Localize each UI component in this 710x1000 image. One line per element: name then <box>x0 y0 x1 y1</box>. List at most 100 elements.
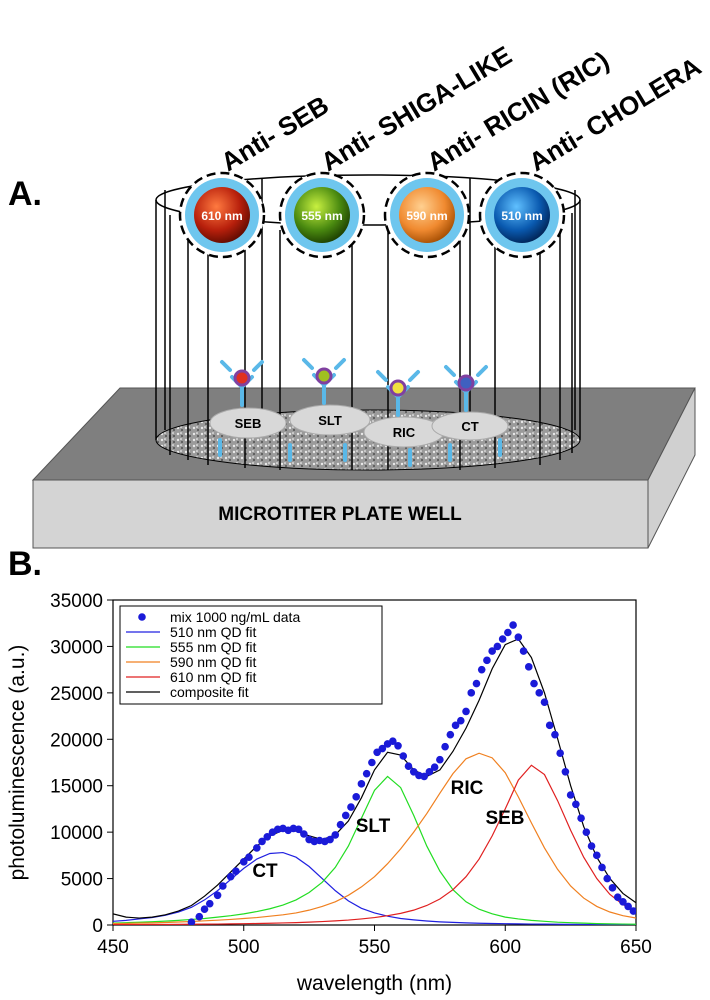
data-point <box>389 737 397 745</box>
qd-label: 555 nm <box>301 209 342 223</box>
legend-label: mix 1000 ng/mL data <box>170 609 300 625</box>
data-point <box>232 867 240 875</box>
panel-label: A. <box>8 175 42 213</box>
data-point <box>213 891 222 900</box>
fit-line <box>113 638 636 919</box>
data-point <box>493 642 502 651</box>
data-point <box>472 679 481 688</box>
data-point <box>300 830 308 838</box>
data-point <box>347 803 355 811</box>
data-point <box>456 716 465 725</box>
data-point <box>245 853 253 862</box>
y-tick-label: 20000 <box>50 730 103 751</box>
data-point <box>336 820 345 829</box>
data-point <box>352 793 360 801</box>
data-point <box>572 800 580 809</box>
legend-label: 510 nm QD fit <box>170 624 256 640</box>
legend-label: composite fit <box>170 684 249 700</box>
data-point <box>253 844 261 852</box>
x-tick-label: 500 <box>228 937 260 958</box>
data-point <box>200 905 209 914</box>
data-point <box>603 874 612 883</box>
data-point <box>219 882 227 890</box>
y-tick-label: 0 <box>92 916 103 937</box>
legend-marker <box>138 613 146 621</box>
data-point <box>341 811 350 820</box>
data-point <box>587 842 596 850</box>
data-point <box>394 741 402 750</box>
data-point <box>530 679 538 688</box>
antigen-label: CT <box>461 419 478 434</box>
data-point <box>187 918 196 925</box>
fit-line <box>113 851 636 925</box>
data-point <box>545 721 554 730</box>
annotation: RIC <box>451 778 484 799</box>
data-point <box>483 656 491 665</box>
y-axis-label: photoluminescence (a.u.) <box>6 645 29 881</box>
data-point <box>399 752 408 760</box>
data-point <box>509 621 517 629</box>
bound-qd-icons <box>233 367 475 397</box>
data-point <box>239 858 248 866</box>
antibody-label: Anti- SEB <box>216 90 334 177</box>
legend-label: 610 nm QD fit <box>170 669 256 685</box>
plot-area <box>113 621 636 925</box>
chart: 0 5000 10000 15000 20000 25000 30000 35000 450 50… <box>6 591 652 995</box>
plate-front <box>32 479 649 549</box>
antigens: SEB SLT RIC CT <box>209 404 509 448</box>
data-point <box>357 780 366 788</box>
qd-label: 510 nm <box>501 209 542 223</box>
well-rim <box>155 174 581 226</box>
antigen-label: SEB <box>235 416 262 431</box>
data-point <box>294 825 303 834</box>
data-point <box>467 689 476 697</box>
panel-label: B. <box>8 545 42 583</box>
y-tick-label: 15000 <box>50 777 103 798</box>
x-tick-label: 600 <box>489 937 521 958</box>
legend-box <box>119 605 383 705</box>
x-tick-label: 650 <box>620 937 652 958</box>
x-axis-label: wavelength (nm) <box>296 972 452 995</box>
y-tick-label: 30000 <box>50 637 103 658</box>
data-point <box>556 749 564 758</box>
data-point <box>498 635 507 643</box>
data-point <box>462 707 470 716</box>
fit-line <box>113 764 636 925</box>
data-point <box>577 814 585 823</box>
data-point <box>624 902 632 911</box>
data-point <box>326 835 334 844</box>
data-point <box>425 767 434 776</box>
data-point <box>598 863 606 872</box>
data-point <box>436 755 444 764</box>
data-point <box>566 791 575 799</box>
antigen-label: RIC <box>393 425 416 440</box>
data-point <box>404 762 413 771</box>
data-point <box>205 899 214 908</box>
data-point <box>441 742 449 751</box>
data-point <box>519 647 528 655</box>
data-point <box>195 912 204 921</box>
annotation: CT <box>252 861 278 882</box>
data-point <box>451 721 460 730</box>
data-point <box>258 837 266 846</box>
legend-label: 555 nm QD fit <box>170 639 256 655</box>
antibody-label: Anti- RICIN (RIC) <box>422 45 614 177</box>
y-tick-label: 10000 <box>50 823 103 844</box>
antibody-labels: Anti- SEB Anti- SHIGA-LIKE Anti- RICIN (… <box>216 40 707 177</box>
data-point <box>263 832 272 841</box>
data-point <box>608 884 617 892</box>
data-point <box>488 647 496 655</box>
data-point <box>504 628 512 637</box>
qd-label: 610 nm <box>201 209 242 223</box>
data-point <box>368 758 376 767</box>
data-point <box>430 763 439 771</box>
antibody-label: Anti- CHOLERA <box>524 51 707 177</box>
data-point <box>613 893 622 901</box>
data-point <box>362 769 371 778</box>
data-point <box>619 897 627 906</box>
data-point <box>524 663 533 671</box>
y-tick-label: 5000 <box>61 870 103 891</box>
plate-label: MICROTITER PLATE WELL <box>218 504 462 525</box>
quantum-dots: 610 nm 555 nm 590 nm 510 nm <box>178 171 566 259</box>
